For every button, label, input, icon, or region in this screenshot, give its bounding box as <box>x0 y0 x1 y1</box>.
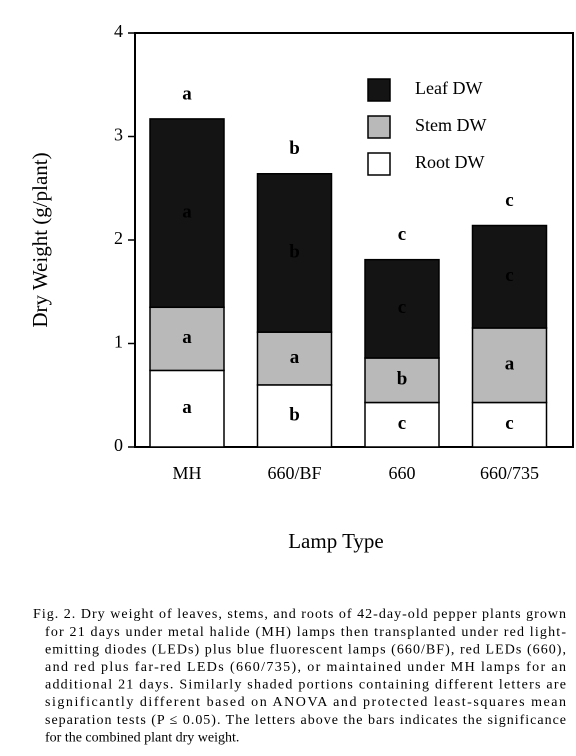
x-axis-label: Lamp Type <box>288 529 384 553</box>
caption-line: for the combined plant dry weight. <box>45 730 239 745</box>
total-letter: b <box>289 138 300 159</box>
legend-label: Root DW <box>415 152 485 172</box>
segment-letter: a <box>182 397 192 418</box>
legend-swatch <box>367 152 391 176</box>
y-tick-label: 1 <box>114 332 123 352</box>
bar-segment <box>471 401 548 448</box>
y-tick-label: 4 <box>114 21 123 41</box>
segment-letter: c <box>398 297 406 318</box>
bar-segment <box>256 331 333 386</box>
segment-letter: a <box>505 354 515 375</box>
bar-segment <box>149 118 225 309</box>
bar-segment <box>149 306 225 372</box>
y-tick-label: 0 <box>114 435 123 455</box>
y-tick-label: 2 <box>114 228 123 248</box>
legend-label: Stem DW <box>415 115 487 135</box>
y-axis-label: Dry Weight (g/plant) <box>28 152 52 327</box>
caption-line: significantly different based on ANOVA a… <box>45 695 566 710</box>
bar-segment <box>471 224 548 329</box>
x-tick-label: MH <box>172 463 201 483</box>
bar-segment <box>471 327 548 404</box>
segment-letter: a <box>182 201 192 222</box>
bar-segment <box>364 401 440 448</box>
x-tick-label: 660/BF <box>267 463 321 483</box>
legend-swatch <box>367 115 391 139</box>
x-tick-label: 660/735 <box>480 463 539 483</box>
segment-letter: b <box>397 369 408 390</box>
segment-letter: c <box>505 265 513 286</box>
caption-line: and red plus far-red LEDs (660/735), or … <box>45 660 566 675</box>
x-tick-label: 660 <box>389 463 416 483</box>
segment-letter: c <box>398 413 406 434</box>
caption-line: separation tests (P ≤ 0.05). The letters… <box>45 713 566 728</box>
total-letter: c <box>505 190 513 211</box>
bar-segment <box>364 258 440 359</box>
bar-segment <box>256 173 333 333</box>
segment-letter: a <box>182 327 192 348</box>
bar-segment <box>364 357 440 404</box>
y-tick-label: 3 <box>114 125 123 145</box>
legend-label: Leaf DW <box>415 78 482 98</box>
segment-letter: b <box>289 241 300 262</box>
total-letter: a <box>182 83 192 104</box>
segment-letter: c <box>505 413 513 434</box>
legend-swatch <box>367 78 391 102</box>
caption-line: emitting diodes (LEDs) plus blue fluores… <box>45 642 566 657</box>
segment-letter: b <box>289 404 300 425</box>
caption-line: Fig. 2. Dry weight of leaves, stems, and… <box>33 607 566 622</box>
caption-line: additional 21 days. Similarly shaded por… <box>45 678 566 693</box>
total-letter: c <box>398 224 406 245</box>
segment-letter: a <box>290 347 300 368</box>
caption-line: for 21 days under metal halide (MH) lamp… <box>45 625 566 640</box>
bar-segment <box>256 384 333 448</box>
